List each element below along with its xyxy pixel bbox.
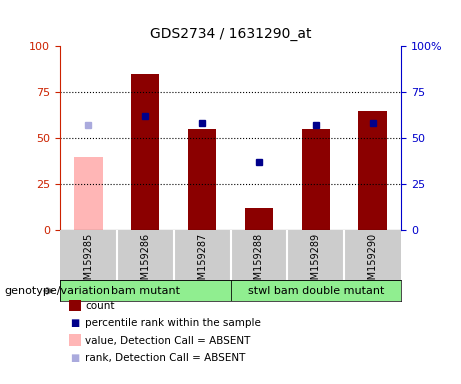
- Text: GDS2734 / 1631290_at: GDS2734 / 1631290_at: [150, 27, 311, 41]
- Text: percentile rank within the sample: percentile rank within the sample: [85, 318, 261, 328]
- Text: GSM159285: GSM159285: [83, 233, 94, 292]
- Bar: [358, 111, 387, 230]
- Text: GSM159290: GSM159290: [367, 233, 378, 292]
- Text: stwl bam double mutant: stwl bam double mutant: [248, 286, 384, 296]
- Text: bam mutant: bam mutant: [111, 286, 180, 296]
- Bar: [301, 129, 330, 230]
- Bar: [131, 74, 160, 230]
- Text: value, Detection Call = ABSENT: value, Detection Call = ABSENT: [85, 336, 251, 346]
- Bar: [60, 280, 230, 301]
- Bar: [245, 208, 273, 230]
- Text: ■: ■: [70, 318, 80, 328]
- Text: GSM159288: GSM159288: [254, 233, 264, 292]
- Text: genotype/variation: genotype/variation: [5, 286, 111, 296]
- Text: GSM159287: GSM159287: [197, 233, 207, 292]
- Bar: [74, 157, 102, 230]
- Text: ■: ■: [70, 353, 80, 363]
- Text: rank, Detection Call = ABSENT: rank, Detection Call = ABSENT: [85, 353, 246, 363]
- Text: GSM159286: GSM159286: [140, 233, 150, 292]
- Bar: [230, 280, 401, 301]
- Text: count: count: [85, 301, 115, 311]
- Text: GSM159289: GSM159289: [311, 233, 321, 292]
- Bar: [188, 129, 216, 230]
